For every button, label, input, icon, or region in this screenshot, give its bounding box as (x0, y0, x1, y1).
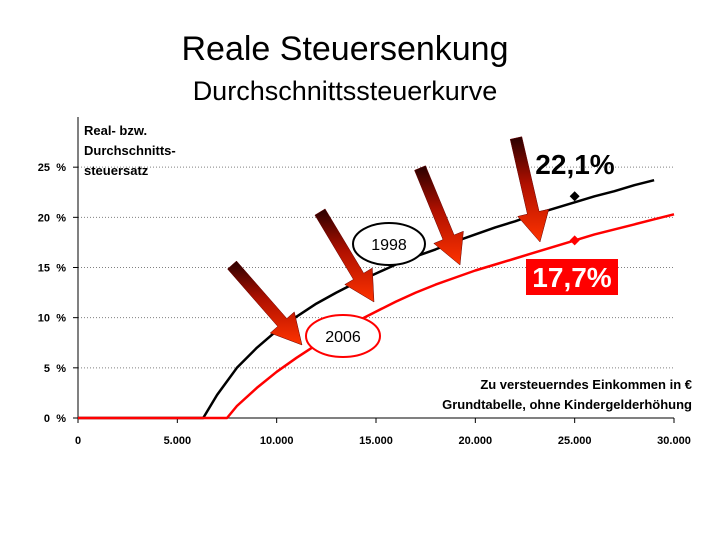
y-tick-label-unit: % (56, 313, 66, 325)
labels: Real- bzw. Durchschnitts- steuersatz Zu … (84, 123, 692, 412)
x-tick-label: 10.000 (260, 435, 294, 447)
arrow-shape (227, 260, 303, 346)
x-tick-label: 0 (75, 435, 81, 447)
x-tick-label: 15.000 (359, 435, 393, 447)
x-tick-label: 25.000 (558, 435, 592, 447)
y-tick-label-unit: % (56, 263, 66, 275)
y-axis-label-line-3: steuersatz (84, 163, 149, 178)
axes: 0 % 5 % 10 % 15 % 20 % 25 % 0 5.000 10.000 15.000 20.000… (38, 117, 691, 447)
x-tick-label: 30.000 (657, 435, 691, 447)
y-tick-label: 10 (38, 313, 50, 325)
gridlines (78, 166, 674, 369)
x-tick-label: 20.000 (459, 435, 493, 447)
arrow-shape (314, 208, 375, 303)
y-tick-label-unit: % (56, 212, 66, 224)
x-tick-label: 5.000 (164, 435, 192, 447)
series-1998-label: 1998 (371, 237, 407, 254)
y-tick-label-unit: % (56, 363, 66, 375)
y-axis-label-line-2: Durchschnitts- (84, 143, 176, 158)
y-axis-label-line-1: Real- bzw. (84, 123, 147, 138)
y-tick-label: 0 (44, 413, 50, 425)
value-label-2006-box (526, 259, 618, 295)
x-axis-note-line-2: Grundtabelle, ohne Kindergelderhöhung (442, 397, 692, 412)
decorative-arrows (227, 136, 550, 346)
chart-title: Reale Steuersenkung (181, 30, 509, 68)
y-tick-label-unit: % (56, 413, 66, 425)
value-label-2006: 17,7% (532, 262, 611, 293)
y-tick-label: 25 (38, 162, 50, 174)
series-marker-2006 (569, 235, 580, 246)
series-line-2006 (78, 213, 675, 420)
series-1998-label-oval (352, 222, 426, 266)
arrow-shape (414, 165, 464, 266)
arrow-shape (509, 136, 550, 243)
y-tick-label: 20 (38, 212, 50, 224)
chart-subtitle: Durchschnittssteuerkurve (192, 76, 498, 106)
series-marker-1998 (569, 191, 580, 202)
y-tick-label-unit: % (56, 162, 66, 174)
value-label-1998: 22,1% (535, 149, 614, 180)
y-tick-label: 15 (38, 263, 50, 275)
y-tick-label: 5 (44, 363, 50, 375)
series-2006-label: 2006 (325, 329, 361, 346)
series-2006-label-oval (305, 314, 381, 358)
x-axis-note-line-1: Zu versteuerndes Einkommen in € (480, 377, 692, 392)
